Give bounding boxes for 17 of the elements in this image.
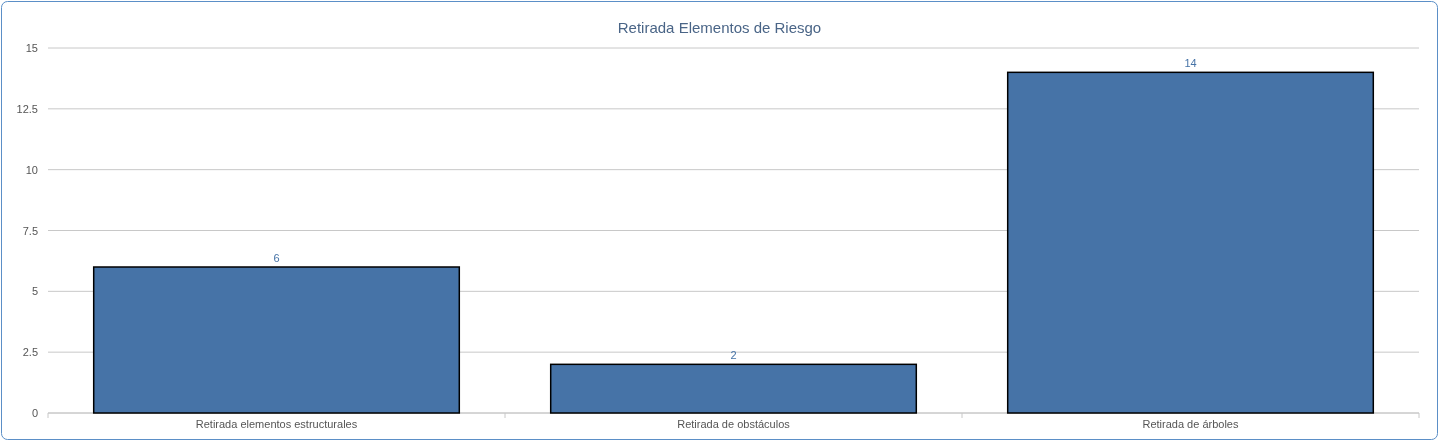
y-tick-label: 5	[31, 285, 38, 298]
y-tick-label: 10	[25, 163, 38, 176]
data-label: 6	[273, 252, 280, 264]
y-tick-label: 15	[25, 42, 38, 54]
x-tick-label: Retirada de obstáculos	[677, 418, 791, 430]
bar	[1006, 71, 1375, 414]
y-tick-label: 7.5	[22, 224, 38, 237]
y-tick-label: 2.5	[22, 346, 38, 359]
data-label: 2	[730, 349, 737, 362]
x-tick-label: Retirada elementos estructurales	[195, 418, 358, 430]
data-label: 14	[1184, 57, 1197, 70]
bar	[549, 363, 918, 414]
chart-title: Retirada Elementos de Riesgo	[617, 19, 822, 36]
y-tick-label: 12.5	[16, 102, 38, 115]
bar	[92, 266, 461, 414]
x-tick-label: Retirada de árboles	[1142, 418, 1239, 430]
y-tick-label: 0	[31, 407, 38, 419]
